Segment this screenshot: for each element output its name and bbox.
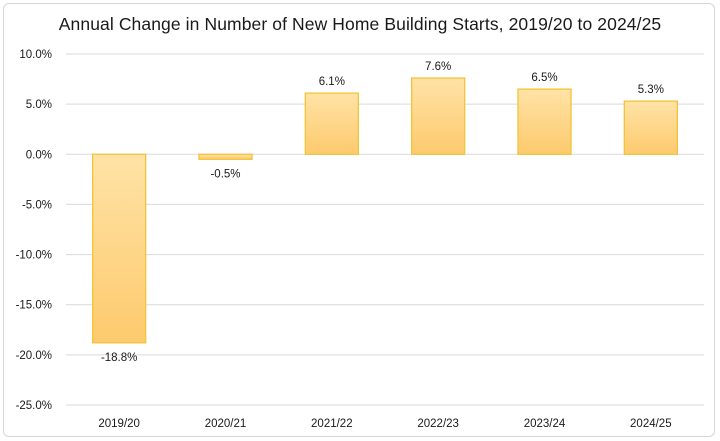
bar [411,77,466,155]
chart-title: Annual Change in Number of New Home Buil… [58,14,662,34]
bar [304,92,359,155]
x-tick-label: 2019/20 [98,418,140,430]
x-tick-label: 2022/23 [417,418,459,430]
x-tick-label: 2021/22 [311,418,353,430]
bar [517,88,572,155]
data-label: 7.6% [425,61,451,73]
data-label: 5.3% [638,84,664,96]
bar [198,153,253,160]
x-tick-label: 2024/25 [630,418,672,430]
y-axis-tick-labels: 10.0% 5.0% 0.0% -5.0% -10.0% -15.0% -20.0% -25.… [16,49,52,412]
bar [623,100,678,155]
y-tick-label: -10.0% [16,250,52,262]
y-tick-label: -15.0% [16,300,52,312]
x-axis-tick-labels: 2019/20 2020/21 2021/22 2022/23 2023/24 2024/… [98,418,671,430]
y-tick-label: -5.0% [22,199,52,211]
y-tick-label: 5.0% [26,99,52,111]
data-label: -0.5% [210,168,240,180]
y-tick-label: -25.0% [16,400,52,412]
gridlines [66,53,704,406]
y-tick-label: -20.0% [16,350,52,362]
data-labels: -18.8% -0.5% 6.1% 7.6% 6.5% 5.3% [101,61,664,364]
x-tick-label: 2020/21 [205,418,247,430]
data-label: 6.1% [319,76,345,88]
bar [92,153,147,344]
x-tick-label: 2023/24 [524,418,566,430]
data-label: -18.8% [101,352,137,364]
data-label: 6.5% [531,72,557,84]
bars [92,77,678,344]
y-tick-label: 10.0% [19,49,52,61]
y-tick-label: 0.0% [26,149,52,161]
